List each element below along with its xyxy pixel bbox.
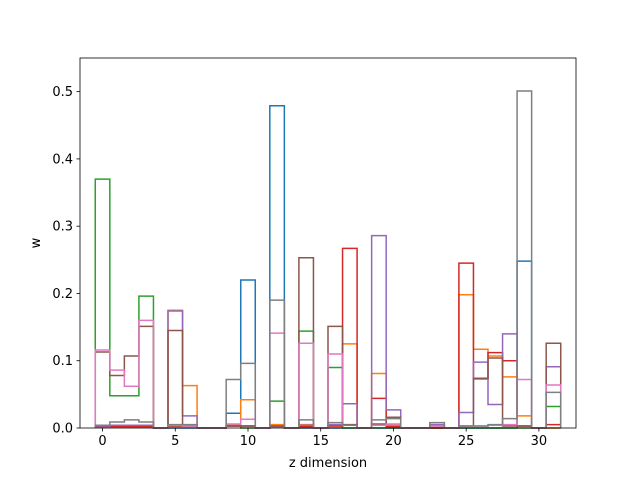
x-tick-label: 10 (240, 434, 257, 449)
axes-frame (79, 57, 577, 429)
x-axis-label: z dimension (289, 456, 367, 471)
series-line-7 (94, 90, 562, 429)
x-tick-label: 15 (312, 434, 329, 449)
x-tick-label: 0 (98, 434, 106, 449)
y-tick-label: 0.3 (52, 220, 73, 235)
x-tick-label: 25 (458, 434, 475, 449)
y-tick-label: 0.4 (52, 152, 73, 167)
y-tick-label: 0.1 (52, 354, 73, 369)
y-axis: 0.0 0.1 0.2 0.3 0.4 0.5 (52, 85, 80, 437)
y-tick-label: 0.2 (52, 287, 73, 302)
y-axis-label: w (29, 237, 44, 248)
y-tick-label: 0.0 (52, 422, 73, 437)
x-tick-label: 5 (171, 434, 179, 449)
x-tick-label: 20 (385, 434, 402, 449)
x-tick-label: 30 (531, 434, 548, 449)
y-tick-label: 0.5 (52, 85, 73, 100)
x-axis: 0 5 10 15 20 25 30 (98, 428, 547, 449)
